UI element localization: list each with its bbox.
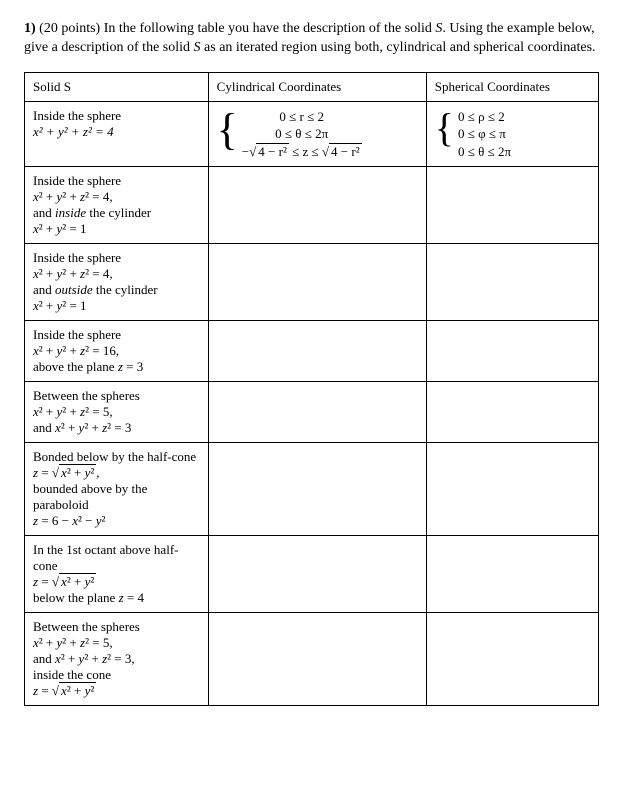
solid-desc-cell: Inside the spherex² + y² + z² = 4,and ou… (25, 244, 209, 321)
desc-line: and outside the cylinder (33, 282, 200, 298)
desc-line: Bonded below by the half-cone (33, 449, 200, 465)
desc-line: x² + y² + z² = 4, (33, 189, 200, 205)
example-sph: { 0 ≤ ρ ≤ 2 0 ≤ φ ≤ π 0 ≤ θ ≤ 2π (426, 101, 598, 167)
cylindrical-cell (208, 613, 426, 706)
example-desc: Inside the sphere x² + y² + z² = 4 (25, 101, 209, 167)
cylindrical-cell (208, 536, 426, 613)
desc-line: x² + y² + z² = 5, (33, 404, 200, 420)
desc-line: Inside the sphere (33, 173, 200, 189)
desc-line: bounded above by the paraboloid (33, 481, 200, 513)
desc-line: z = x² + y² (33, 683, 200, 699)
desc-line: Between the spheres (33, 388, 200, 404)
desc-line: In the 1st octant above half-cone (33, 542, 200, 574)
cyl-line3: −4 − r² ≤ z ≤ 4 − r² (242, 143, 362, 161)
solid-desc-cell: Between the spheresx² + y² + z² = 5,and … (25, 382, 209, 443)
problem-text-c: as an iterated region using both, cylind… (201, 40, 596, 55)
sph-line1: 0 ≤ ρ ≤ 2 (458, 108, 511, 126)
cylindrical-cell (208, 167, 426, 244)
solid-desc-cell: Between the spheresx² + y² + z² = 5,and … (25, 613, 209, 706)
desc-line: and x² + y² + z² = 3, (33, 651, 200, 667)
spherical-cell (426, 382, 598, 443)
desc-line: x² + y² + z² = 16, (33, 343, 200, 359)
desc-line: z = 6 − x² − y² (33, 513, 200, 529)
desc-line: z = x² + y² (33, 574, 200, 590)
coordinates-table: Solid S Cylindrical Coordinates Spherica… (24, 72, 599, 707)
cylindrical-cell (208, 244, 426, 321)
sph-line2: 0 ≤ φ ≤ π (458, 125, 511, 143)
table-row: Inside the spherex² + y² + z² = 4,and ou… (25, 244, 599, 321)
cylindrical-cell (208, 382, 426, 443)
desc-line: Between the spheres (33, 619, 200, 635)
header-spherical: Spherical Coordinates (426, 72, 598, 101)
spherical-cell (426, 321, 598, 382)
problem-statement: 1) (20 points) In the following table yo… (24, 20, 599, 58)
desc-line: x² + y² + z² = 4, (33, 266, 200, 282)
spherical-cell (426, 244, 598, 321)
header-solid: Solid S (25, 72, 209, 101)
example-cyl: { 0 ≤ r ≤ 2 0 ≤ θ ≤ 2π −4 − r² ≤ z ≤ 4 −… (208, 101, 426, 167)
solid-s-2: S (194, 40, 201, 55)
problem-number: 1) (24, 21, 36, 36)
cyl-line2: 0 ≤ θ ≤ 2π (242, 125, 362, 143)
desc-line: Inside the sphere (33, 250, 200, 266)
table-row: Inside the spherex² + y² + z² = 16,above… (25, 321, 599, 382)
spherical-cell (426, 167, 598, 244)
solid-desc-cell: Inside the spherex² + y² + z² = 4,and in… (25, 167, 209, 244)
solid-desc-cell: In the 1st octant above half-conez = x² … (25, 536, 209, 613)
table-row: Between the spheresx² + y² + z² = 5,and … (25, 613, 599, 706)
desc-line: Inside the sphere (33, 327, 200, 343)
table-row: Between the spheresx² + y² + z² = 5,and … (25, 382, 599, 443)
desc-line: and x² + y² + z² = 3 (33, 420, 200, 436)
problem-text-a: In the following table you have the desc… (104, 21, 436, 36)
example-row: Inside the sphere x² + y² + z² = 4 { 0 ≤… (25, 101, 599, 167)
cyl-line1: 0 ≤ r ≤ 2 (242, 108, 362, 126)
desc-line: z = x² + y², (33, 465, 200, 481)
desc-line: above the plane z = 3 (33, 359, 200, 375)
example-desc-eq: x² + y² + z² = 4 (33, 124, 200, 140)
spherical-cell (426, 443, 598, 536)
spherical-cell (426, 536, 598, 613)
solid-desc-cell: Inside the spherex² + y² + z² = 16,above… (25, 321, 209, 382)
desc-line: and inside the cylinder (33, 205, 200, 221)
desc-line: inside the cone (33, 667, 200, 683)
problem-points: (20 points) (39, 21, 100, 36)
spherical-cell (426, 613, 598, 706)
desc-line: x² + y² + z² = 5, (33, 635, 200, 651)
table-row: Inside the spherex² + y² + z² = 4,and in… (25, 167, 599, 244)
cylindrical-cell (208, 321, 426, 382)
desc-line: x² + y² = 1 (33, 298, 200, 314)
header-cylindrical: Cylindrical Coordinates (208, 72, 426, 101)
header-row: Solid S Cylindrical Coordinates Spherica… (25, 72, 599, 101)
desc-line: x² + y² = 1 (33, 221, 200, 237)
cylindrical-cell (208, 443, 426, 536)
brace-icon: { (217, 108, 238, 161)
desc-line: below the plane z = 4 (33, 590, 200, 606)
example-desc-line1: Inside the sphere (33, 108, 200, 124)
table-row: Bonded below by the half-conez = x² + y²… (25, 443, 599, 536)
sph-line3: 0 ≤ θ ≤ 2π (458, 143, 511, 161)
brace-icon: { (435, 108, 454, 161)
solid-desc-cell: Bonded below by the half-conez = x² + y²… (25, 443, 209, 536)
table-row: In the 1st octant above half-conez = x² … (25, 536, 599, 613)
